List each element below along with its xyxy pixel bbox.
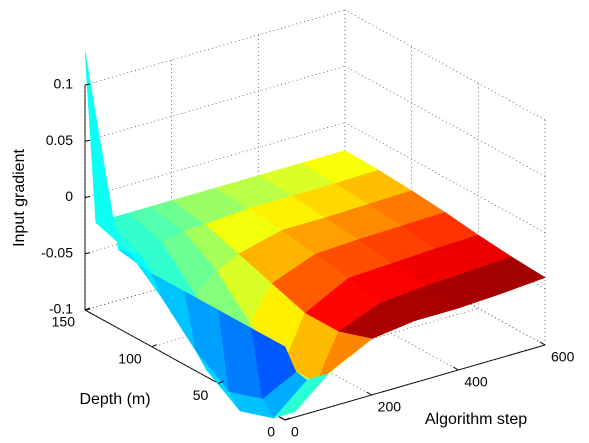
- x-tick-label: 0: [291, 424, 299, 440]
- x-tick: [279, 416, 286, 421]
- z-tick: [84, 252, 91, 255]
- x-axis-label: Algorithm step: [425, 411, 527, 428]
- z-tick-label: -0.05: [41, 244, 73, 260]
- y-tick: [284, 417, 291, 421]
- z-tick: [84, 308, 91, 311]
- z-tick: [84, 196, 91, 198]
- x-tick-label: 400: [464, 374, 488, 390]
- grid-line: [84, 65, 346, 142]
- surface: [84, 51, 546, 419]
- z-tick: [84, 139, 91, 142]
- x-tick-label: 600: [551, 349, 575, 365]
- axis-line: [284, 344, 546, 421]
- labels: 0 200 400 600 0 50 100 150-0.1 -0.05 0 0.05 0.1: [41, 76, 574, 440]
- z-tick-label: 0.1: [54, 76, 74, 92]
- y-tick: [151, 344, 157, 348]
- grid-line: [84, 9, 346, 86]
- z-tick: [84, 83, 91, 86]
- x-tick-label: 200: [378, 399, 402, 415]
- z-tick-label: 0: [65, 188, 73, 204]
- y-tick-label: 0: [267, 424, 275, 440]
- x-tick: [539, 341, 546, 346]
- z-tick-label: -0.1: [49, 301, 73, 317]
- z-axis-label: Input gradient: [11, 149, 28, 247]
- grid-line: [344, 9, 546, 121]
- y-tick: [218, 380, 224, 384]
- x-tick: [453, 366, 459, 371]
- z-tick-label: 0.05: [46, 132, 73, 148]
- y-tick-label: 100: [118, 350, 142, 366]
- y-axis-label: Depth (m): [79, 391, 150, 408]
- y-tick-label: 50: [193, 387, 209, 403]
- surface-patch: [251, 327, 297, 400]
- grid-line: [344, 65, 546, 177]
- x-tick: [366, 391, 372, 396]
- y-tick-label: 150: [52, 314, 76, 330]
